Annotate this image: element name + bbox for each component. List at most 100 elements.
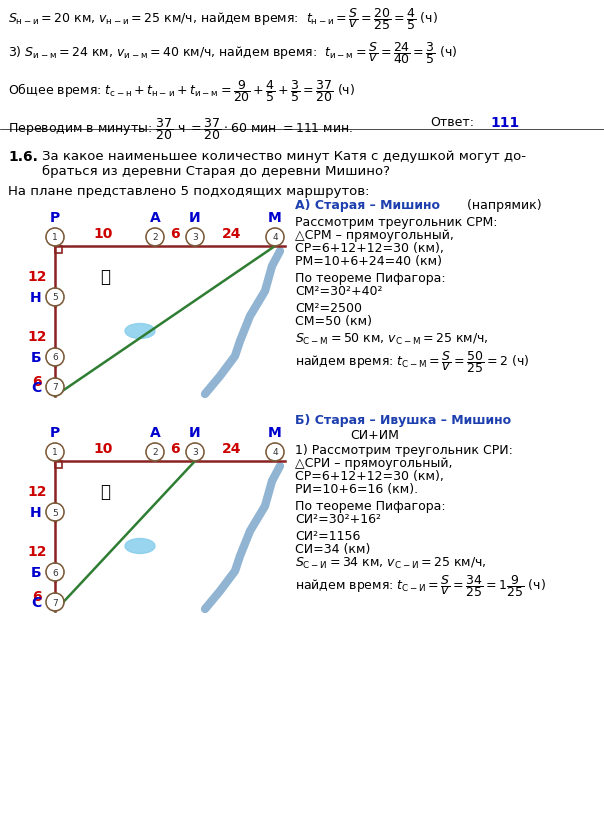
Polygon shape — [189, 242, 201, 246]
Polygon shape — [149, 242, 161, 246]
Text: 6: 6 — [170, 227, 180, 241]
Text: H: H — [30, 290, 41, 304]
Text: И: И — [189, 425, 201, 439]
Text: 24: 24 — [222, 227, 242, 241]
Polygon shape — [49, 392, 61, 396]
Text: 1) Рассмотрим треугольник СРИ:: 1) Рассмотрим треугольник СРИ: — [295, 443, 513, 457]
Text: СР=6+12+12=30 (км),: СР=6+12+12=30 (км), — [295, 241, 444, 255]
Circle shape — [188, 231, 202, 245]
Polygon shape — [269, 457, 281, 461]
Text: H: H — [30, 505, 41, 519]
Text: 1.6.: 1.6. — [8, 150, 38, 164]
Text: 2: 2 — [152, 448, 158, 457]
Text: C: C — [31, 380, 41, 394]
Polygon shape — [49, 362, 61, 366]
Text: 7: 7 — [52, 598, 58, 607]
Text: 4: 4 — [272, 233, 278, 242]
Text: 24: 24 — [222, 442, 242, 456]
Polygon shape — [49, 607, 61, 611]
Text: 6: 6 — [170, 442, 180, 456]
Text: СИ²=1156: СИ²=1156 — [295, 529, 361, 543]
Text: Ответ:: Ответ: — [430, 116, 474, 129]
Text: 3: 3 — [192, 448, 198, 457]
Circle shape — [48, 505, 62, 519]
Circle shape — [48, 445, 62, 460]
Polygon shape — [49, 302, 61, 307]
Text: По теореме Пифагора:: По теореме Пифагора: — [295, 272, 446, 284]
Polygon shape — [269, 242, 281, 246]
Text: СМ=50 (км): СМ=50 (км) — [295, 314, 372, 327]
Circle shape — [48, 350, 62, 365]
Bar — [55, 461, 62, 468]
Circle shape — [48, 595, 62, 609]
Polygon shape — [49, 576, 61, 581]
Text: Общее время: $t_{\mathsf{с-н}}+t_{\mathsf{н-и}}+t_{\mathsf{и-м}}=\dfrac{9}{20}+\: Общее время: $t_{\mathsf{с-н}}+t_{\maths… — [8, 78, 355, 103]
Text: браться из деревни Старая до деревни Мишино?: браться из деревни Старая до деревни Миш… — [42, 165, 390, 178]
Text: 5: 5 — [52, 293, 58, 302]
Text: 6: 6 — [32, 375, 42, 389]
Text: M: M — [268, 211, 282, 225]
Text: 12: 12 — [27, 270, 47, 284]
Text: 12: 12 — [27, 330, 47, 343]
Circle shape — [147, 445, 162, 460]
Text: A: A — [150, 425, 161, 439]
Text: СМ²=30²+40²: СМ²=30²+40² — [295, 284, 382, 298]
Text: Б: Б — [30, 351, 41, 365]
Text: 🐴: 🐴 — [100, 268, 110, 285]
Text: А) Старая – Мишино: А) Старая – Мишино — [295, 198, 440, 212]
Text: P: P — [50, 425, 60, 439]
Text: 10: 10 — [93, 227, 113, 241]
Text: Переводим в минуты: $\dfrac{37}{20}$ ч $=\dfrac{37}{20}\cdot 60$ мин $=111$ мин.: Переводим в минуты: $\dfrac{37}{20}$ ч $… — [8, 116, 353, 141]
Polygon shape — [189, 457, 201, 461]
Circle shape — [147, 231, 162, 245]
Ellipse shape — [125, 539, 155, 554]
Circle shape — [188, 445, 202, 460]
Text: найдем время: $t_{\mathsf{С-М}}=\dfrac{S}{v}=\dfrac{50}{25}=2$ (ч): найдем время: $t_{\mathsf{С-М}}=\dfrac{S… — [295, 348, 530, 375]
Text: Рассмотрим треугольник СРМ:: Рассмотрим треугольник СРМ: — [295, 216, 498, 229]
Polygon shape — [149, 457, 161, 461]
Text: 6: 6 — [32, 590, 42, 603]
Polygon shape — [49, 517, 61, 521]
Text: 1: 1 — [52, 448, 58, 457]
Circle shape — [268, 231, 283, 245]
Text: A: A — [150, 211, 161, 225]
Text: 12: 12 — [27, 485, 47, 499]
Polygon shape — [49, 457, 61, 461]
Text: СМ²=2500: СМ²=2500 — [295, 302, 362, 314]
Text: (напрямик): (напрямик) — [463, 198, 542, 212]
Circle shape — [268, 445, 283, 460]
Text: СР=6+12+12=30 (км),: СР=6+12+12=30 (км), — [295, 470, 444, 482]
Circle shape — [48, 380, 62, 395]
Ellipse shape — [125, 324, 155, 339]
Text: По теореме Пифагора:: По теореме Пифагора: — [295, 500, 446, 513]
Text: РМ=10+6+24=40 (км): РМ=10+6+24=40 (км) — [295, 255, 442, 268]
Text: $S_{\mathsf{н-и}}=20$ км, $v_{\mathsf{н-и}}=25$ км/ч, найдем время:  $t_{\mathsf: $S_{\mathsf{н-и}}=20$ км, $v_{\mathsf{н-… — [8, 6, 438, 32]
Polygon shape — [49, 242, 61, 246]
Circle shape — [48, 290, 62, 305]
Text: 7: 7 — [52, 383, 58, 392]
Text: 10: 10 — [93, 442, 113, 456]
Circle shape — [48, 565, 62, 580]
Text: $S_{\mathsf{С-М}}=50$ км, $v_{\mathsf{С-М}}=25$ км/ч,: $S_{\mathsf{С-М}}=50$ км, $v_{\mathsf{С-… — [295, 332, 489, 347]
Text: 111: 111 — [490, 116, 519, 130]
Text: 2: 2 — [152, 233, 158, 242]
Text: $S_{\mathsf{С-И}}=34$ км, $v_{\mathsf{С-И}}=25$ км/ч,: $S_{\mathsf{С-И}}=34$ км, $v_{\mathsf{С-… — [295, 555, 487, 571]
Text: найдем время: $t_{\mathsf{С-И}}=\dfrac{S}{v}=\dfrac{34}{25}=1\dfrac{9}{25}$ (ч): найдем время: $t_{\mathsf{С-И}}=\dfrac{S… — [295, 572, 546, 598]
Text: 1: 1 — [52, 233, 58, 242]
Text: C: C — [31, 595, 41, 609]
Bar — [55, 246, 62, 254]
Text: СИ²=30²+16²: СИ²=30²+16² — [295, 513, 381, 525]
Text: На плане представлено 5 подходящих маршрутов:: На плане представлено 5 подходящих маршр… — [8, 184, 370, 198]
Text: 12: 12 — [27, 544, 47, 558]
Text: 3) $S_{\mathsf{и-м}}=24$ км, $v_{\mathsf{и-м}}=40$ км/ч, найдем время:  $t_{\mat: 3) $S_{\mathsf{и-м}}=24$ км, $v_{\mathsf… — [8, 40, 457, 66]
Text: 5: 5 — [52, 508, 58, 517]
Text: Б) Старая – Ивушка – Мишино: Б) Старая – Ивушка – Мишино — [295, 414, 511, 427]
Text: За какое наименьшее количество минут Катя с дедушкой могут до-: За какое наименьшее количество минут Кат… — [42, 150, 526, 163]
Text: 3: 3 — [192, 233, 198, 242]
Text: И: И — [189, 211, 201, 225]
Text: Б: Б — [30, 566, 41, 579]
Text: △СРИ – прямоугольный,: △СРИ – прямоугольный, — [295, 457, 452, 470]
Text: △СРМ – прямоугольный,: △СРМ – прямоугольный, — [295, 229, 454, 241]
Circle shape — [48, 231, 62, 245]
Text: 6: 6 — [52, 568, 58, 576]
